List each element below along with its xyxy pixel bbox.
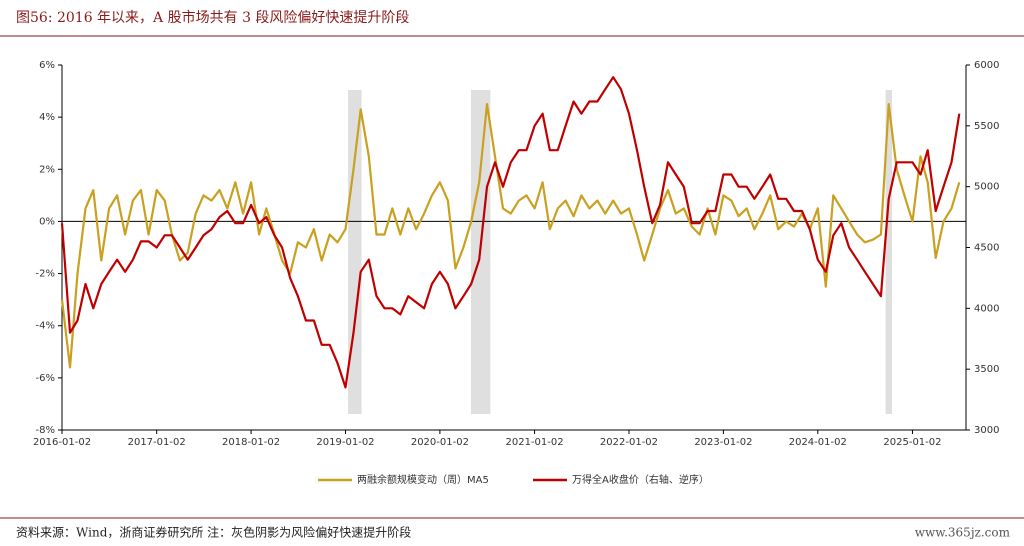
chart-title: 图56: 2016 年以来，A 股市场共有 3 段风险偏好快速提升阶段 bbox=[16, 9, 409, 26]
x-tick-label: 2023-01-02 bbox=[694, 437, 752, 448]
y-tick-label: -6% bbox=[36, 373, 55, 384]
y-tick-label: 6% bbox=[39, 60, 55, 71]
x-tick-label: 2017-01-02 bbox=[128, 437, 186, 448]
y2-tick-label: 5000 bbox=[974, 182, 999, 193]
y2-tick-label: 3500 bbox=[974, 364, 999, 375]
shaded-period bbox=[885, 90, 893, 414]
y2-tick-label: 6000 bbox=[974, 60, 999, 71]
x-tick-label: 2020-01-02 bbox=[411, 437, 469, 448]
x-tick-label: 2025-01-02 bbox=[883, 437, 941, 448]
x-tick-label: 2024-01-02 bbox=[789, 437, 847, 448]
series-line bbox=[60, 103, 961, 369]
y2-tick-label: 4500 bbox=[974, 243, 999, 254]
x-tick-label: 2018-01-02 bbox=[222, 437, 280, 448]
y-tick-label: 0% bbox=[39, 216, 55, 227]
y-tick-label: -4% bbox=[36, 321, 55, 332]
y-tick-label: 4% bbox=[39, 112, 55, 123]
series-line bbox=[60, 76, 961, 389]
legend-label: 两融余额规模变动（周）MA5 bbox=[357, 473, 489, 486]
y2-tick-label: 5500 bbox=[974, 121, 999, 132]
watermark: www.365jz.com bbox=[915, 526, 1011, 540]
shaded-period bbox=[348, 90, 362, 414]
y2-tick-label: 3000 bbox=[974, 425, 999, 436]
y-tick-label: 2% bbox=[39, 164, 55, 175]
legend-label: 万得全A收盘价（右轴、逆序） bbox=[572, 473, 709, 486]
x-tick-label: 2022-01-02 bbox=[600, 437, 658, 448]
x-tick-label: 2019-01-02 bbox=[316, 437, 374, 448]
x-tick-label: 2021-01-02 bbox=[506, 437, 564, 448]
source-note: 资料来源：Wind，浙商证券研究所 注：灰色阴影为风险偏好快速提升阶段 bbox=[16, 525, 411, 540]
x-tick-label: 2016-01-02 bbox=[33, 437, 91, 448]
y2-tick-label: 4000 bbox=[974, 303, 999, 314]
y-tick-label: -2% bbox=[36, 269, 55, 280]
y-tick-label: -8% bbox=[36, 425, 55, 436]
